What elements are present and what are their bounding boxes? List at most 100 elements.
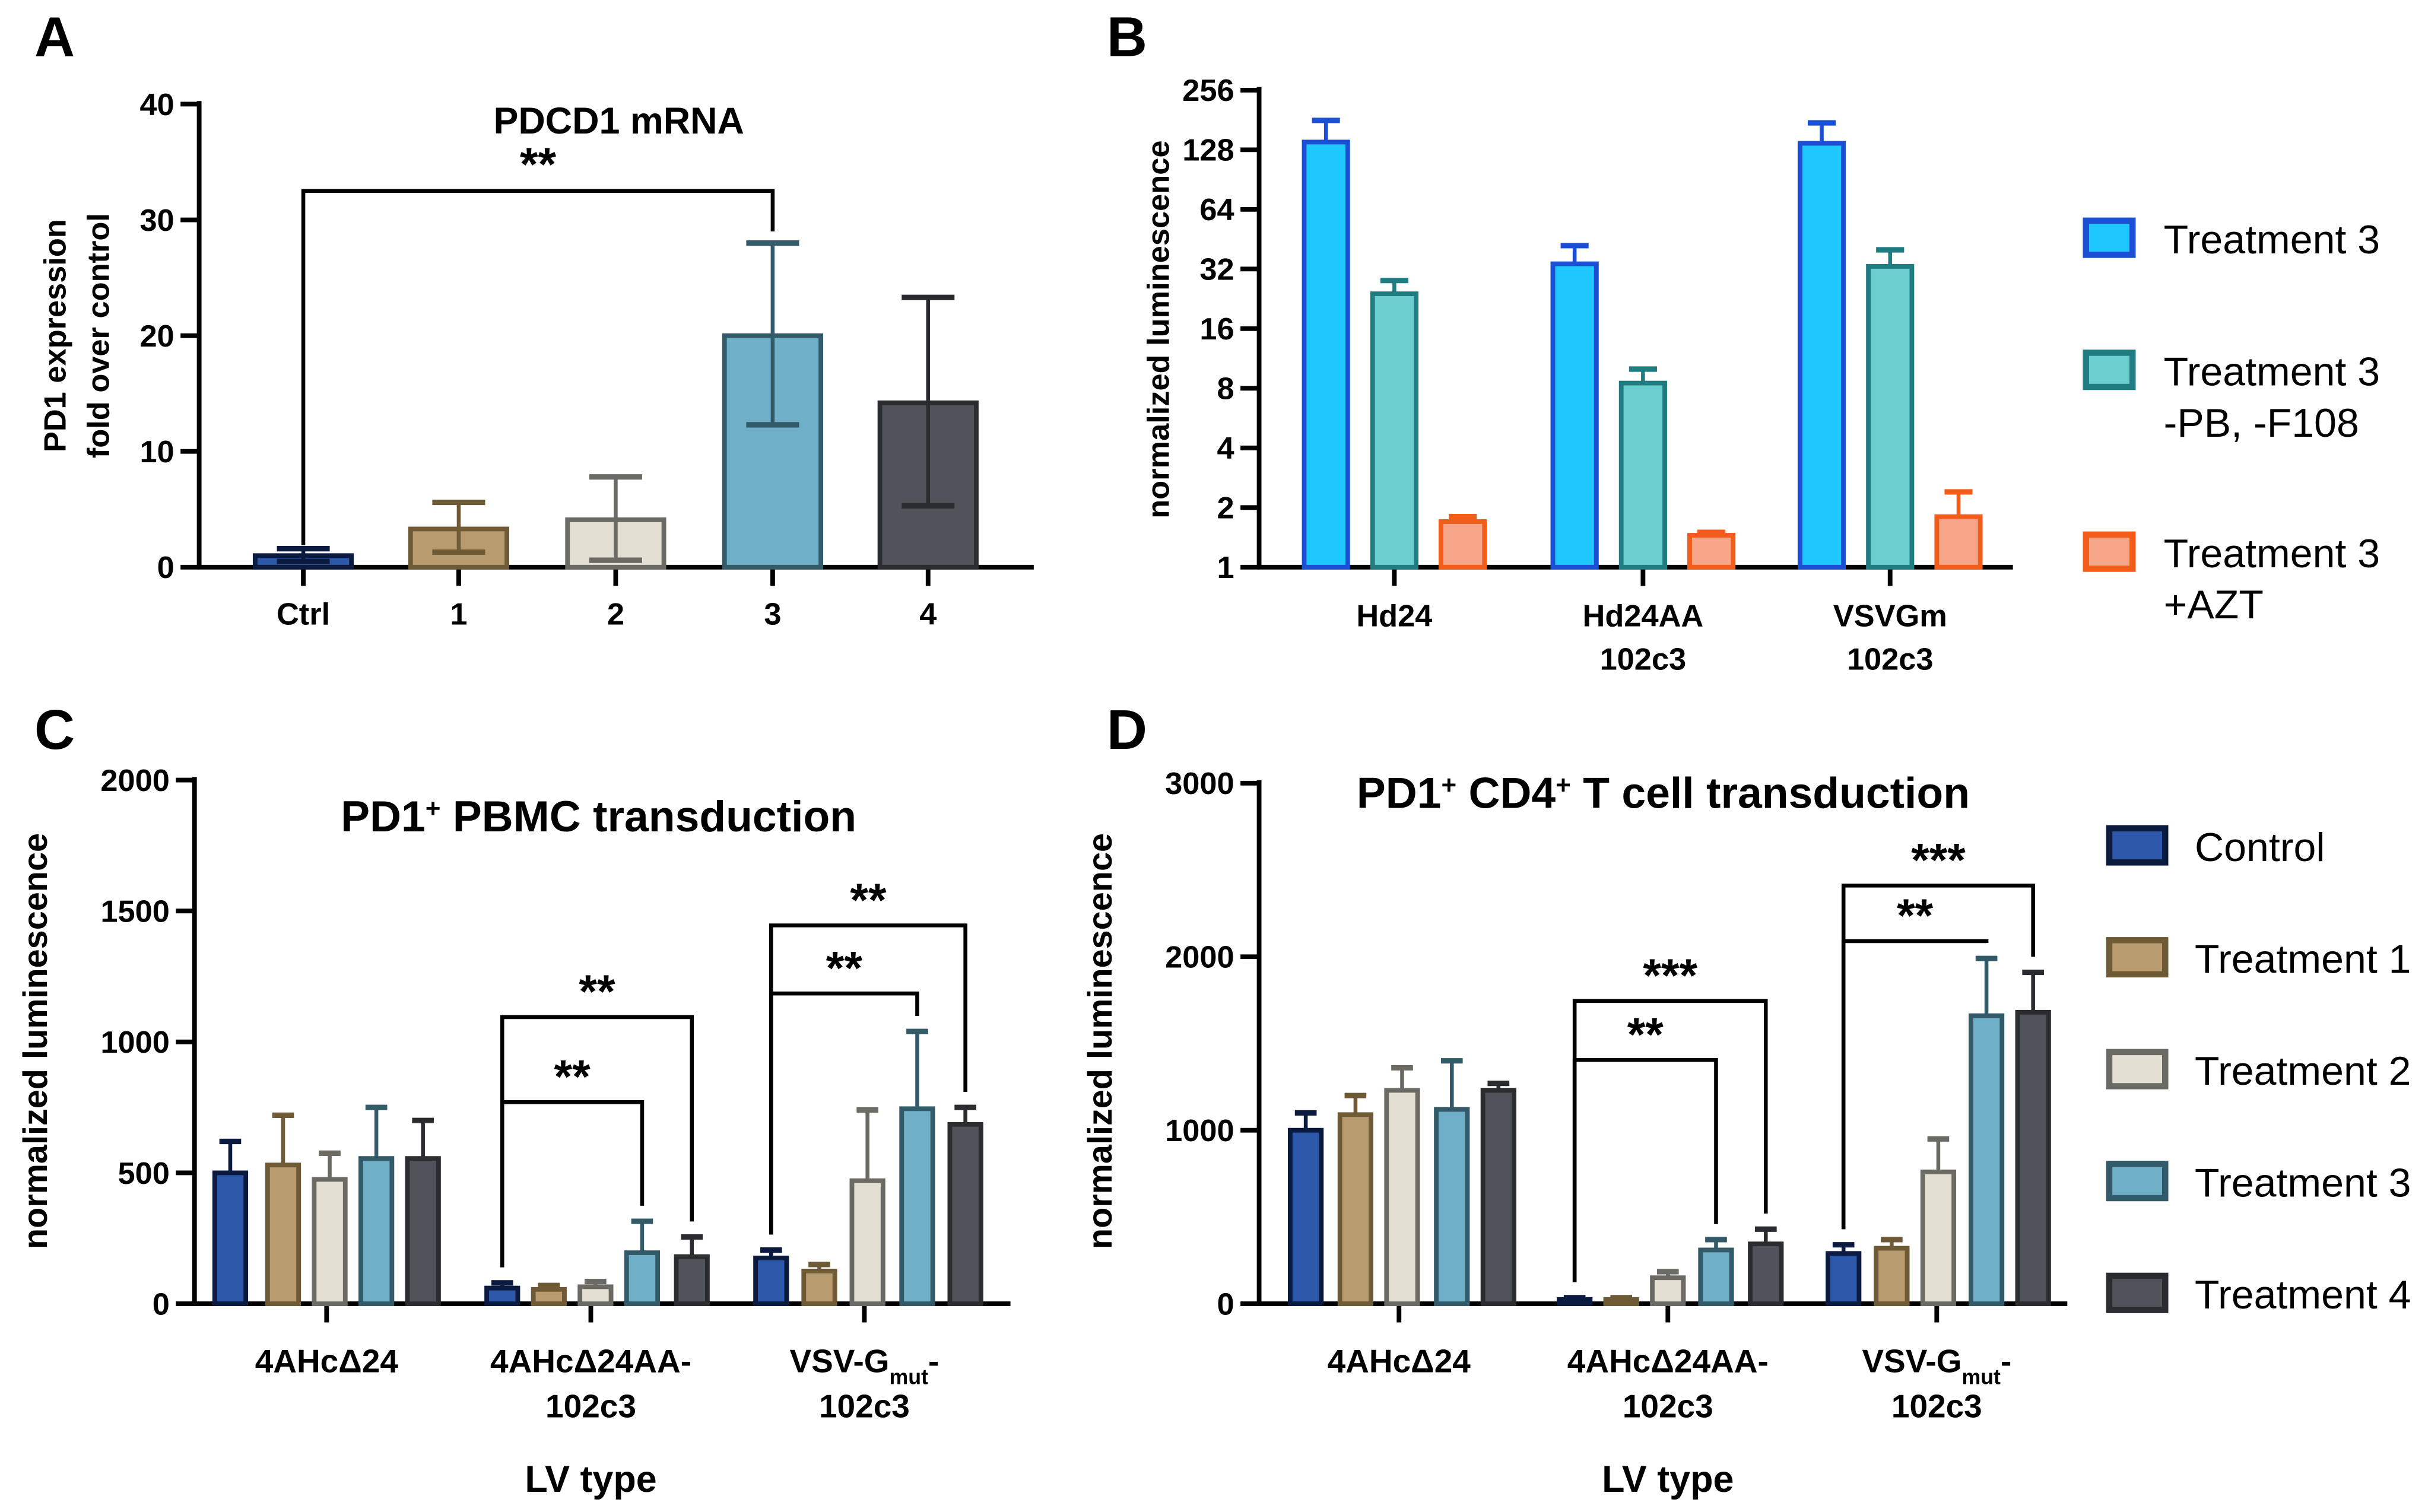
bar-3 (1439, 519, 1487, 570)
bar-treatment-3 (1698, 1247, 1734, 1307)
bar-treatment-1 (265, 1162, 301, 1307)
bar-treatment-2 (577, 1284, 614, 1307)
y-tick-label: 1000 (100, 1025, 169, 1060)
x-tick-label: 102c3 (1600, 643, 1687, 677)
x-tick-label: 2 (607, 598, 624, 632)
x-tick-label: 102c3 (1891, 1387, 1982, 1424)
significance-bracket (301, 189, 775, 545)
y-tick-label: 1 (1217, 551, 1234, 585)
bar-1 (1797, 141, 1846, 570)
x-tick-label: Hd24AA (1583, 599, 1704, 633)
legend-swatch (2106, 1049, 2169, 1089)
x-tick-label: 1 (450, 598, 467, 632)
significance-bracket-label: ** (554, 1051, 591, 1103)
x-tick-label: 102c3 (545, 1387, 636, 1424)
significance-bracket-label: ** (1897, 890, 1934, 942)
chart-title: PD1+ PBMC transduction (341, 792, 856, 841)
y-tick-label: 2 (1217, 491, 1234, 526)
significance-bracket (500, 1015, 694, 1268)
significance-bracket (1572, 999, 1768, 1282)
bar-treatment-4 (405, 1156, 441, 1307)
bar-control (753, 1255, 789, 1307)
y-tick-label: 30 (139, 204, 174, 238)
bar-treatment-3 (1434, 1107, 1470, 1307)
significance-bracket (1572, 1057, 1718, 1282)
legend-label: Treatment 3 (2164, 531, 2380, 576)
bar-treatment-1 (801, 1269, 837, 1307)
significance-bracket-label: *** (1643, 949, 1697, 1002)
bar-control (212, 1170, 249, 1307)
x-tick-label: 4AHcΔ24 (1328, 1342, 1471, 1379)
legend-label: Treatment 3 (2164, 349, 2380, 394)
bar-treatment-2 (1920, 1169, 1957, 1307)
y-tick-label: 32 (1199, 253, 1234, 287)
legend-label: Treatment 3 (2195, 1160, 2411, 1205)
significance-bracket-label: ** (826, 942, 863, 994)
x-tick-label: 3 (764, 598, 781, 632)
bar-treatment-3 (624, 1250, 661, 1307)
bar-control (484, 1285, 520, 1307)
bar-treatment-1 (1337, 1112, 1374, 1307)
significance-bracket-label: *** (1911, 834, 1966, 887)
bar-treatment-4 (2015, 1009, 2051, 1307)
bar-treatment-4 (947, 1122, 983, 1307)
y-tick-label: 0 (157, 551, 174, 585)
x-tick-label: VSV-Gmut- (789, 1342, 939, 1389)
y-tick-label: 1500 (100, 895, 169, 929)
y-tick-label: 256 (1182, 74, 1234, 108)
legend-label: +AZT (2164, 582, 2264, 627)
y-tick-label: 0 (1217, 1287, 1234, 1322)
bar-treatment-3 (899, 1106, 935, 1307)
bar-2 (1866, 263, 1915, 570)
y-tick-label: 8 (1217, 372, 1234, 406)
x-axis-label: LV type (525, 1459, 656, 1500)
chart-title: PD1+ CD4+ T cell transduction (1357, 769, 1970, 818)
legend-swatch (2106, 937, 2169, 978)
significance-bracket (1841, 939, 1989, 1230)
legend-swatch (2106, 825, 2169, 866)
legend-swatch (2106, 1161, 2169, 1202)
bar-3 (1934, 514, 1983, 570)
bar-treatment-4 (1480, 1088, 1516, 1307)
y-tick-label: 16 (1199, 312, 1234, 347)
bar-treatment-2 (1650, 1275, 1686, 1307)
y-tick-label: 500 (118, 1157, 169, 1191)
significance-bracket-label: ** (1627, 1009, 1664, 1061)
bar-treatment-1 (531, 1287, 567, 1307)
legend-label: Treatment 1 (2195, 936, 2411, 981)
x-tick-label: 4AHcΔ24 (255, 1342, 399, 1379)
bar-treatment-2 (1384, 1088, 1420, 1307)
y-tick-label: 128 (1182, 134, 1234, 168)
panel-label-D: D (1107, 698, 1147, 761)
x-tick-label: 102c3 (1623, 1387, 1713, 1424)
bar-treatment-1 (1874, 1246, 1910, 1307)
legend-label: Treatment 4 (2195, 1272, 2411, 1317)
bar-control (1826, 1251, 1862, 1307)
bar-treatment-3 (358, 1156, 395, 1307)
legend-label: -PB, -F108 (2164, 401, 2359, 446)
significance-bracket (1841, 884, 2035, 1230)
y-axis-label: normalized luminescence (1081, 833, 1119, 1249)
legend-label: Treatment 3 (2164, 217, 2380, 262)
y-tick-label: 20 (139, 319, 174, 354)
bar-treatment-4 (674, 1254, 710, 1307)
bar-2 (1618, 380, 1667, 570)
y-tick-label: 0 (153, 1287, 170, 1322)
x-tick-label: 102c3 (1847, 643, 1934, 677)
y-tick-label: 4 (1217, 431, 1234, 466)
significance-bracket (500, 1100, 645, 1268)
y-tick-label: 64 (1199, 193, 1234, 227)
panel-label-B: B (1107, 5, 1147, 68)
x-tick-label: 102c3 (819, 1387, 910, 1424)
significance-bracket-label: ** (850, 874, 887, 926)
x-tick-label: Ctrl (277, 598, 330, 632)
bar-1 (1302, 139, 1350, 570)
significance-bracket (769, 991, 919, 1235)
significance-bracket (769, 923, 967, 1235)
y-axis-label: normalized luminescence (1142, 141, 1176, 519)
bar-treatment-3 (1969, 1013, 2005, 1307)
y-axis-label: PD1 expression (38, 219, 72, 452)
bar-treatment-2 (849, 1178, 885, 1307)
y-tick-label: 2000 (100, 764, 169, 798)
